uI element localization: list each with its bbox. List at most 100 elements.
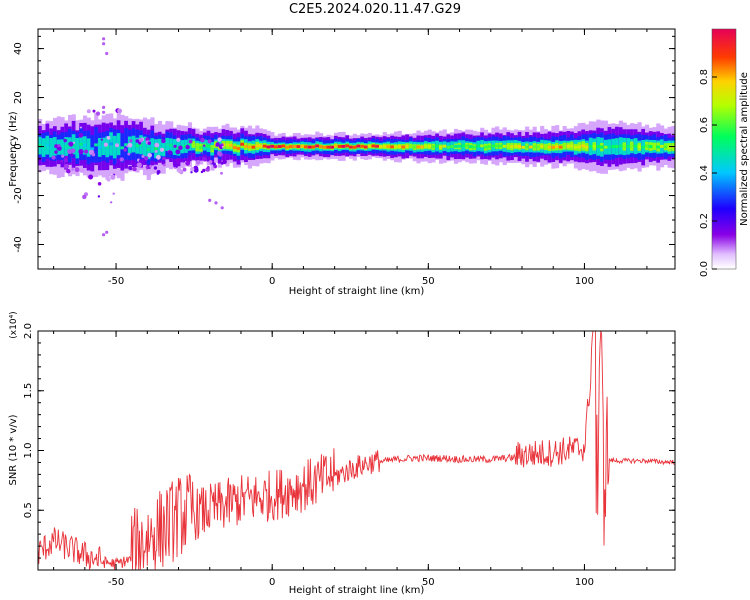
spectral-scatter-dot [156,154,161,160]
colorbar-segment [712,215,736,218]
spectral-ridge-cell [352,145,357,149]
spectral-ridge-cell [71,142,76,146]
spectral-ridge-cell [131,142,136,146]
spectral-ridge-cell [247,145,252,149]
spectral-scatter-dot [175,158,181,164]
colorbar-segment [712,69,736,72]
spectral-ridge-cell [146,148,151,152]
spectral-ridge-cell [487,145,492,149]
spectral-ridge-cell [671,145,676,149]
spectral-ridge-cell [633,144,638,148]
spectral-scatter-dot [182,160,186,163]
colorbar-segment [712,231,736,234]
colorbar-segment [712,81,736,84]
colorbar-segment [712,205,736,208]
colorbar-segment [712,73,736,76]
spectral-scatter-dot [71,167,74,171]
colorbar-segment [712,203,736,206]
spectral-scatter-dot [162,163,166,167]
colorbar-segment [712,35,736,38]
spectral-ridge-cell [356,144,361,148]
spectral-ridge-cell [588,144,593,148]
colorbar-segment [712,85,736,88]
colorbar-segment [712,165,736,168]
spectral-scatter-dot [63,138,67,143]
x-tick-label: 100 [575,276,594,287]
spectral-scatter-dot [103,142,108,147]
colorbar-segment [712,241,736,244]
colorbar-segment [712,261,736,264]
spectral-ridge-cell [187,143,193,147]
colorbar-segment [712,113,736,116]
spectral-ridge-cell [157,145,163,149]
colorbar-segment [712,75,736,78]
spectral-ridge-cell [105,145,110,149]
colorbar-segment [712,255,736,258]
spectral-ridge-cell [656,145,661,149]
spectral-scatter-dot [135,139,140,143]
spectral-ridge-cell [551,145,556,149]
colorbar: 0.0 0.2 0.4 0.6 0.8 Normalized spectral ampli… [699,28,750,277]
spectral-scatter-dot [208,160,213,164]
spectral-scatter-dot [74,167,80,173]
spectral-ridge-cell [592,144,597,148]
x-axis-label: Height of straight line (km) [289,286,425,297]
colorbar-segment [712,61,736,64]
spectral-scatter-dot [102,37,106,41]
colorbar-segment [712,55,736,58]
colorbar-segment [712,221,736,224]
colorbar-segment [712,173,736,176]
colorbar-segment [712,111,736,114]
spectral-scatter-dot [78,149,84,155]
colorbar-frame [711,28,737,270]
spectral-scatter-dot [108,173,111,177]
spectral-scatter-dot [159,147,165,152]
spectral-ridge-cell [442,144,447,148]
spectral-scatter-dot [218,152,223,157]
figure-title: C2E5.2024.020.11.47.G29 [288,2,462,17]
x-tick-label: 0 [269,276,275,287]
colorbar-segment [712,237,736,240]
spectral-scatter-dot [168,150,173,155]
spectral-ridge-cell [270,144,275,148]
spectral-scatter-dot [115,143,119,148]
spectral-ridge-cell [150,144,155,147]
spectral-ridge-cell [603,145,608,149]
spectral-ridge-cell [558,145,563,149]
spectral-ridge-cell [277,145,282,149]
spectral-scatter-dot [79,167,85,173]
spectral-scatter-dot [95,111,101,116]
spectral-scatter-dot [218,144,224,150]
spectral-ridge-cell [45,143,50,147]
snr-frame [37,330,676,571]
spectral-scatter-dot [64,163,69,169]
spectral-ridge-cell [622,145,627,148]
spectral-scatter-dot [117,108,122,114]
x-tick-label: 50 [422,577,435,588]
spectral-scatter-dot [78,132,84,138]
spectral-ridge-cell [577,145,582,149]
spectral-scatter-dot [56,145,62,151]
spectral-ridge-cell [540,144,545,148]
spectral-ridge-cell [266,145,271,149]
y-tick-label: 20 [13,91,24,104]
x-tick-label: 50 [422,276,435,287]
spectral-scatter-dot [105,230,109,234]
spectral-ridge-cell [585,145,590,149]
spectral-ridge-cell [498,144,504,148]
colorbar-segment [712,245,736,248]
spectral-ridge-cell [513,144,519,148]
spectral-ridge-cell [154,147,159,151]
spectral-ridge-cell [521,145,526,149]
spectral-ridge-cell [420,145,425,149]
spectral-ridge-cell [82,143,88,147]
spectral-scatter-dot [188,152,191,155]
colorbar-segment [712,151,736,154]
colorbar-segment [712,217,736,220]
spectral-ridge-cell [573,145,578,149]
spectral-ridge-cell [41,146,46,150]
spectral-scatter-dot [200,170,204,174]
colorbar-segment [712,83,736,86]
spectral-ridge-cell [382,144,387,148]
colorbar-segment [712,99,736,102]
